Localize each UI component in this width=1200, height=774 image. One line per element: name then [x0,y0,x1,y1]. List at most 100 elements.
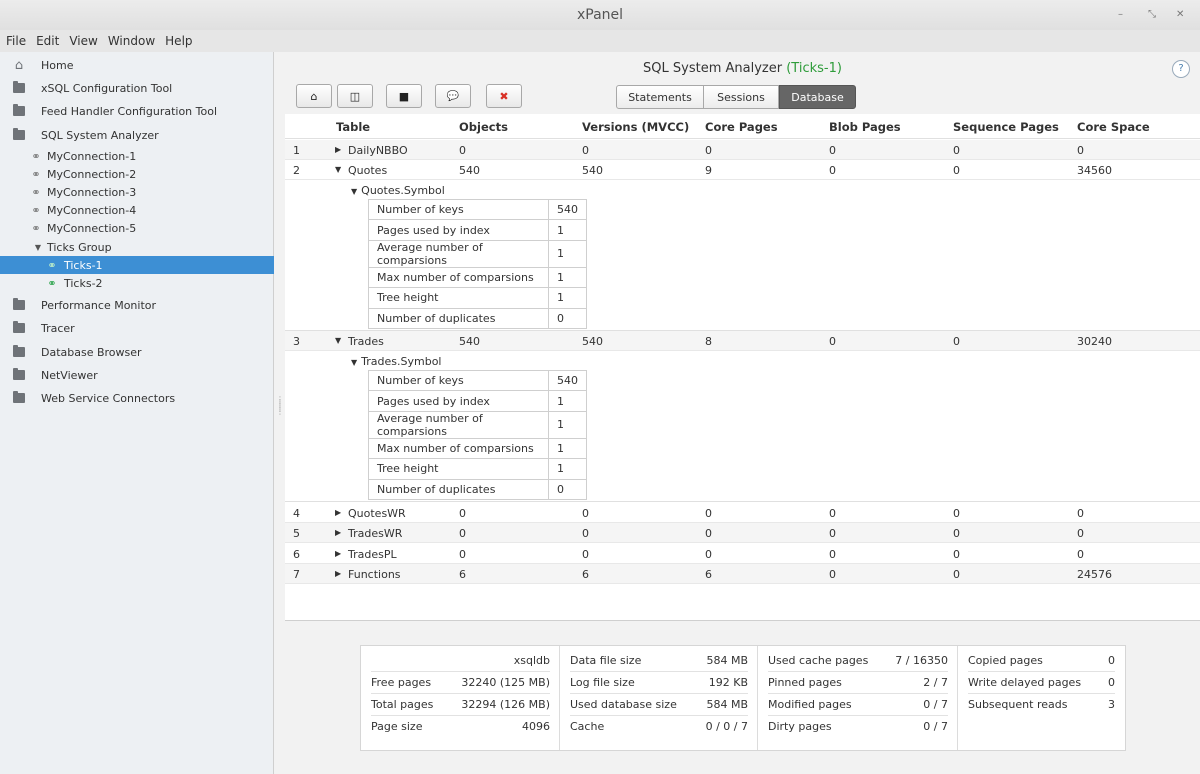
cell-seq: 0 [953,548,960,561]
minimize-icon[interactable]: – [1118,9,1123,20]
index-name[interactable]: ▼ Quotes.Symbol [351,184,445,197]
index-name-label: Quotes.Symbol [361,184,445,197]
restore-icon[interactable]: ⤡ [1148,9,1156,20]
stat-label: Copied pages [968,654,1043,667]
close-icon[interactable]: ✕ [1176,9,1185,20]
table-row[interactable]: 2 ▼ Quotes 540 540 9 0 0 34560 [285,160,1200,180]
stat-row: Page size 4096 [371,716,550,738]
col-versions[interactable]: Versions (MVCC) [582,120,690,134]
expand-icon[interactable]: ▶ [335,569,342,578]
index-stat-label: Tree height [368,287,549,309]
sidebar-item-ticks-group[interactable]: ▼ Ticks Group [0,237,274,257]
sidebar-item-myconnection-2[interactable]: ⚭ MyConnection-2 [0,164,274,184]
menu-window[interactable]: Window [107,34,156,48]
tab-statements[interactable]: Statements [616,85,704,109]
table-row[interactable]: 3 ▼ Trades 540 540 8 0 0 30240 [285,331,1200,351]
col-core-pages[interactable]: Core Pages [705,120,778,134]
link-icon: ⚭ [31,203,41,217]
delete-button[interactable]: ✖ [486,84,522,108]
sidebar: ⌂ Home xSQL Configuration Tool Feed Handler… [0,52,274,774]
cell-seq: 0 [953,507,960,520]
index-stat-row: Number of keys 540 [368,369,587,392]
sidebar-item-database-browser[interactable]: Database Browser [0,342,274,362]
sidebar-item-label: Web Service Connectors [41,391,176,405]
cell-space: 0 [1077,527,1084,540]
main-panel: SQL System Analyzer (Ticks-1) ? ⌂ ◫ ■ 💬 … [285,52,1200,774]
window-title: xPanel [576,7,624,23]
expand-icon[interactable]: ▶ [335,528,342,537]
sidebar-item-myconnection-4[interactable]: ⚭ MyConnection-4 [0,200,274,220]
menu-help[interactable]: Help [165,34,193,48]
folder-icon [12,104,26,117]
sidebar-item-label: NetViewer [41,368,98,382]
sidebar-item-myconnection-5[interactable]: ⚭ MyConnection-5 [0,218,274,238]
sidebar-item-feed-handler-configuration-tool[interactable]: Feed Handler Configuration Tool [0,101,274,121]
index-stat-label: Pages used by index [368,219,549,241]
index-stats-table: Number of keys 540 Pages used by index 1 Ave… [368,369,587,500]
main-header: SQL System Analyzer (Ticks-1) ? ⌂ ◫ ■ 💬 … [285,52,1200,114]
stats-column: Used cache pages 7 / 16350 Pinned pages 2 /… [758,646,958,750]
comment-button[interactable]: 💬 [435,84,471,108]
sidebar-item-ticks-1[interactable]: ⚭ Ticks-1 [0,256,274,274]
index-stat-label: Number of keys [368,369,549,392]
tab-database[interactable]: Database [779,85,856,109]
table-row[interactable]: 4 ▶ QuotesWR 0 0 0 0 0 0 [285,503,1200,523]
expand-icon[interactable]: ▶ [335,549,342,558]
index-stat-value: 1 [548,390,587,412]
table-row[interactable]: 6 ▶ TradesPL 0 0 0 0 0 0 [285,544,1200,564]
collapse-icon[interactable]: ▼ [335,165,342,174]
split-view-button[interactable]: ◫ [337,84,373,108]
table-name: TradesPL [348,548,397,561]
sidebar-item-home[interactable]: ⌂ Home [0,55,274,75]
link-icon: ⚭ [31,149,41,163]
menu-view[interactable]: View [69,34,98,48]
sidebar-item-label: Tracer [41,321,75,335]
collapse-icon[interactable]: ▼ [351,358,358,367]
menu-file[interactable]: File [6,34,27,48]
table-row[interactable]: 7 ▶ Functions 6 6 6 0 0 24576 [285,564,1200,584]
cell-seq: 0 [953,164,960,177]
sidebar-item-sql-system-analyzer[interactable]: SQL System Analyzer [0,125,274,145]
stat-value: 0 / 7 [923,698,948,711]
table-row[interactable]: 1 ▶ DailyNBBO 0 0 0 0 0 0 [285,140,1200,160]
col-table[interactable]: Table [336,120,371,134]
index-stat-label: Average number of comparsions [368,239,549,268]
sidebar-item-netviewer[interactable]: NetViewer [0,365,274,385]
cell-core: 0 [705,144,712,157]
split-icon: ◫ [349,89,361,103]
sidebar-item-xsql-configuration-tool[interactable]: xSQL Configuration Tool [0,78,274,98]
index-name[interactable]: ▼ Trades.Symbol [351,355,441,368]
stats-column: Copied pages 0 Write delayed pages 0 Subsequ… [958,646,1125,750]
sidebar-item-ticks-2[interactable]: ⚭ Ticks-2 [0,273,274,293]
table-name: Quotes [348,164,388,177]
sidebar-item-tracer[interactable]: Tracer [0,318,274,338]
stat-row: Copied pages 0 [968,650,1115,672]
menu-edit[interactable]: Edit [36,34,60,48]
index-stat-value: 0 [548,478,587,500]
stats-footer: xsqldb Free pages 32240 (125 MB) Total page… [285,620,1200,774]
index-stat-label: Pages used by index [368,390,549,412]
home-button[interactable]: ⌂ [296,84,332,108]
stop-button[interactable]: ■ [386,84,422,108]
col-sequence-pages[interactable]: Sequence Pages [953,120,1059,134]
tab-sessions[interactable]: Sessions [703,85,779,109]
splitter-handle[interactable]: ⋮ ⋮ ⋮ ⋮ [276,395,284,416]
sidebar-item-myconnection-1[interactable]: ⚭ MyConnection-1 [0,146,274,166]
sidebar-item-web-service-connectors[interactable]: Web Service Connectors [0,388,274,408]
sidebar-item-myconnection-3[interactable]: ⚭ MyConnection-3 [0,182,274,202]
cell-core: 0 [705,548,712,561]
col-objects[interactable]: Objects [459,120,508,134]
expand-icon[interactable]: ▶ [335,145,342,154]
sidebar-item-performance-monitor[interactable]: Performance Monitor [0,295,274,315]
delete-icon: ✖ [499,89,509,103]
cell-space: 34560 [1077,164,1112,177]
col-blob-pages[interactable]: Blob Pages [829,120,901,134]
table-row[interactable]: 5 ▶ TradesWR 0 0 0 0 0 0 [285,523,1200,543]
index-stat-row: Max number of comparsions 1 [368,437,587,460]
index-stat-row: Pages used by index 1 [368,219,587,241]
expand-icon[interactable]: ▶ [335,508,342,517]
collapse-icon[interactable]: ▼ [335,336,342,345]
help-button[interactable]: ? [1172,60,1190,78]
collapse-icon[interactable]: ▼ [351,187,358,196]
col-core-space[interactable]: Core Space [1077,120,1150,134]
